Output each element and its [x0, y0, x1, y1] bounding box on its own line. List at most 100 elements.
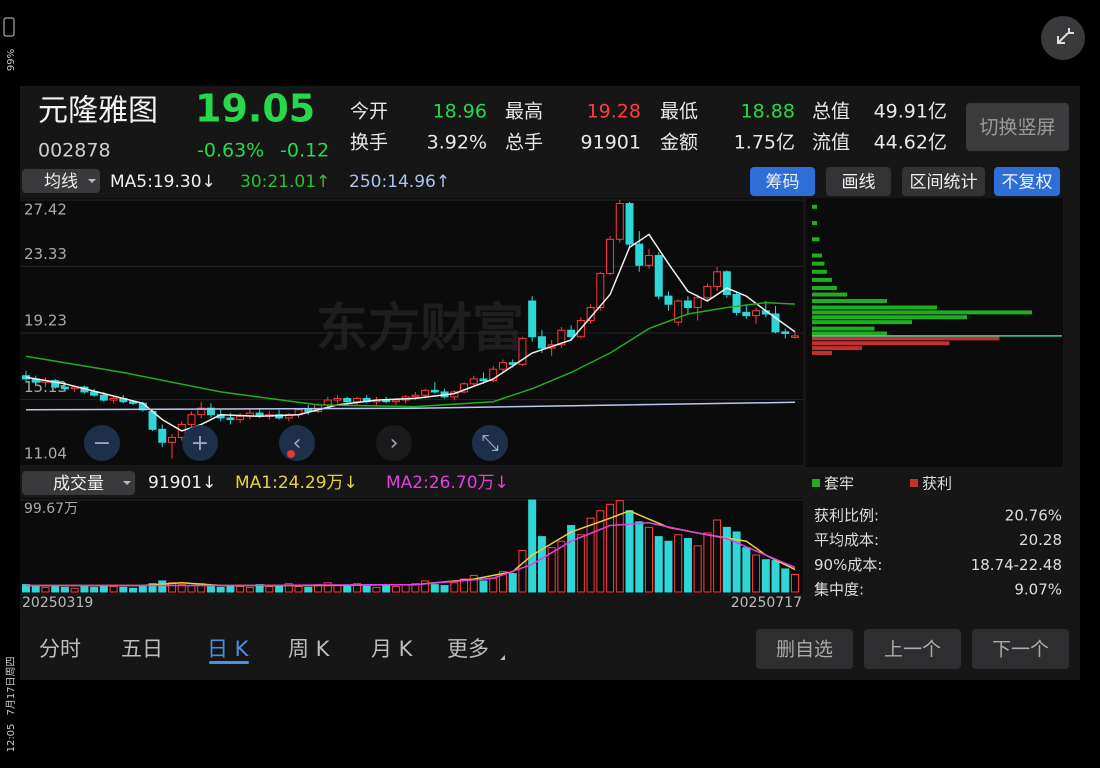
- volume-bar: [304, 586, 313, 593]
- watermark: 东方财富: [316, 299, 524, 359]
- volume-bar: [771, 560, 780, 593]
- candle-body: [430, 389, 439, 393]
- chip-bar: [812, 237, 820, 242]
- candle-body: [703, 285, 712, 299]
- tool-button-bg[interactable]: [994, 167, 1060, 196]
- volume-bar: [391, 585, 400, 593]
- volume-selector-bg[interactable]: [22, 471, 135, 495]
- chip-bar: [812, 350, 832, 355]
- period-tab[interactable]: 月 K: [371, 637, 414, 661]
- chip-bar: [812, 204, 817, 209]
- volume-bar: [547, 547, 556, 593]
- chart-control-icon: ‹: [293, 431, 302, 456]
- volume-bar: [51, 585, 60, 593]
- chip-bar: [812, 305, 937, 310]
- candle-body: [498, 362, 507, 370]
- period-tab[interactable]: 五日: [121, 637, 163, 661]
- y-tick-label: 11.04: [24, 445, 67, 463]
- chart-control[interactable]: [472, 425, 508, 461]
- candle-body: [226, 417, 235, 421]
- volume-bar: [284, 583, 293, 593]
- chip-stat-value: 9.07%: [1014, 581, 1062, 599]
- candle-body: [236, 415, 245, 421]
- status-time: 12:05: [6, 724, 17, 753]
- chip-bar: [812, 286, 837, 291]
- volume-bar: [703, 532, 712, 593]
- nav-button-bg[interactable]: [972, 629, 1069, 669]
- ma-line: [26, 522, 796, 587]
- candle-body: [683, 300, 692, 309]
- candle-body: [51, 380, 60, 388]
- nav-button-bg[interactable]: [864, 629, 961, 669]
- volume-bar: [138, 585, 147, 593]
- period-tab[interactable]: 周 K: [288, 637, 331, 661]
- volume-bar: [245, 586, 254, 593]
- stat-value: 18.96: [433, 101, 487, 123]
- volume-bar: [411, 583, 420, 593]
- ma-line: [25, 233, 796, 432]
- tool-button-bg[interactable]: [750, 167, 815, 196]
- tool-button-bg[interactable]: [902, 167, 985, 196]
- period-tab[interactable]: 日 K: [207, 637, 250, 661]
- chip-bar: [812, 221, 817, 226]
- period-tab[interactable]: 分时: [39, 637, 81, 661]
- chart-control[interactable]: [376, 425, 412, 461]
- chip-bar: [812, 310, 1032, 315]
- nav-button: 删自选: [776, 639, 833, 661]
- tool-button-bg[interactable]: [826, 167, 891, 196]
- dropdown-arrow: [123, 481, 131, 485]
- ma-selector-bg[interactable]: [22, 169, 100, 193]
- candle-body: [654, 255, 663, 297]
- chart-control[interactable]: [182, 425, 218, 461]
- more-arrow: [500, 655, 505, 660]
- volume-bar: [90, 586, 99, 593]
- candle-body: [664, 295, 673, 305]
- volume-bar: [236, 585, 245, 593]
- rotate-button-bg[interactable]: [966, 103, 1069, 151]
- candle-body: [713, 271, 722, 287]
- volume-bar: [460, 578, 469, 593]
- volume-bar: [732, 531, 741, 593]
- chart-control-icon: +: [191, 431, 209, 456]
- tool-button: 区间统计: [910, 173, 978, 193]
- volume-bar: [129, 587, 138, 593]
- volume-bar: [401, 584, 410, 593]
- volume-bar: [343, 585, 352, 593]
- volume-bar: [226, 585, 235, 593]
- volume-bar: [109, 585, 118, 593]
- stat-value: 44.62亿: [874, 132, 947, 154]
- change: -0.12: [280, 140, 329, 162]
- candle-body: [323, 399, 332, 406]
- legend-label: 套牢: [824, 475, 854, 493]
- chip-bar: [812, 336, 1000, 341]
- volume-bar: [693, 545, 702, 593]
- candle-body: [197, 407, 206, 416]
- candle-body: [333, 397, 342, 401]
- candle-body: [518, 337, 527, 365]
- candle-body: [528, 300, 537, 338]
- candle-body: [625, 203, 634, 245]
- chip-bar: [812, 253, 822, 258]
- battery-level: 99%: [6, 49, 17, 71]
- chip-bar: [812, 341, 950, 346]
- chart-control[interactable]: [84, 425, 120, 461]
- volume-bar: [41, 586, 50, 593]
- candle-body: [187, 414, 196, 425]
- candle-body: [771, 313, 780, 333]
- candle-body: [206, 407, 215, 416]
- legend-label: 获利: [922, 475, 952, 493]
- candle-body: [644, 255, 653, 266]
- candle-body: [674, 300, 683, 323]
- nav-button-bg[interactable]: [756, 629, 853, 669]
- candle-body: [635, 243, 644, 266]
- ma-label: MA5:19.30↓: [110, 172, 216, 192]
- volume-bar: [421, 580, 430, 593]
- status-date: 7月17日周四: [5, 656, 17, 715]
- candle-body: [752, 310, 761, 317]
- stock-name: 元隆雅图: [38, 94, 158, 129]
- volume-bar: [742, 547, 751, 593]
- volume-bar: [352, 583, 361, 593]
- period-tab[interactable]: 更多: [447, 637, 489, 661]
- candle-body: [557, 329, 566, 346]
